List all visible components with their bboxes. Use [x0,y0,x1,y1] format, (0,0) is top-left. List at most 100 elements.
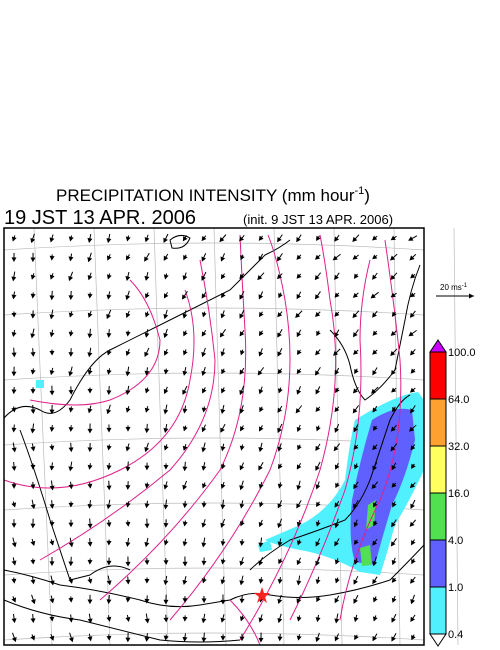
wind-arrow-head [372,330,378,336]
wind-arrow-head [49,255,55,261]
wind-arrow-head [334,311,340,317]
wind-arrow-head [163,274,169,280]
wind-arrow-head [68,466,74,472]
wind-arrow-head [332,255,338,261]
wind-arrow-head [334,559,340,565]
wind-arrow-head [30,313,36,319]
wind-arrow-head [30,293,36,299]
wind-arrow-head [258,330,264,337]
title-text: PRECIPITATION INTENSITY (mm hour [56,186,355,205]
wind-arrow-head [334,597,340,604]
wind-arrow-head [87,447,93,453]
wind-arrow-head [182,350,188,356]
wind-arrow-head [391,311,397,317]
wind-arrow-head [144,503,150,509]
wind-arrow-head [334,292,340,298]
wind-arrow-head [106,333,112,338]
grid-line [93,227,111,646]
wind-arrow-head [106,238,112,244]
wind-arrow-head [219,332,225,338]
wind-arrow-head [125,616,131,622]
wind-arrow-head [239,313,244,319]
wind-arrow-head [87,464,93,470]
wind-arrow-head [373,597,378,603]
wind-arrow-head [220,504,226,510]
wind-arrow-head [163,540,169,546]
wind-arrow-head [106,485,112,491]
wind-arrow-head [11,597,17,603]
wind-arrow-head [296,389,302,395]
wind-arrow-head [315,406,321,412]
wind-arrow-head [144,637,150,642]
wind-arrow-head [163,313,169,320]
wind-arrow-head [334,427,340,433]
wind-arrow-head [239,274,245,280]
wind-arrow-head [49,427,55,432]
wind-arrow-head [315,426,321,432]
wind-arrow-head [392,502,397,508]
colorbar-label: 4.0 [448,535,463,547]
wind-arrow-head [125,597,131,603]
wind-arrow-head [144,407,150,413]
wind-arrow-head [49,445,55,451]
wind-arrow-head [182,636,188,642]
wind-arrow-head [391,636,396,642]
wind-arrow-head [258,294,264,300]
wind-arrow-head [258,311,264,318]
wind-arrow-head [30,389,36,394]
grid-line [273,227,285,646]
wind-arrow-head [106,465,112,471]
wind-arrow-head [201,351,207,358]
wind-arrow-head [87,636,93,642]
colorbar-cap [429,633,447,647]
wind-arrow-head [277,388,283,394]
wind-arrow-head [333,446,339,452]
wind-arrow-head [334,618,340,624]
wind-arrow-head [68,522,74,528]
wind-arrow-head [125,502,131,508]
wind-arrow-head [49,540,55,546]
wind-arrow-head [409,521,415,527]
wind-scale-label: 20 ms-1 [440,283,468,292]
wind-arrow-head [259,406,264,413]
wind-arrow-head [30,599,36,605]
wind-arrow-head [220,313,226,319]
wind-arrow-head [296,368,302,375]
wind-arrow-head [220,427,225,433]
wind-arrow-head [296,559,302,566]
wind-arrow-head [409,483,415,489]
wind-arrow-head [390,446,396,452]
wind-arrow-head [352,312,358,319]
wind-arrow-head [49,314,55,320]
wind-arrow-head [163,617,169,623]
wind-arrow-head [182,561,188,567]
wind-arrow-head [372,465,377,471]
wind-arrow-head [372,349,378,355]
wind-arrow-head [87,388,93,394]
wind-arrow-head [316,235,321,241]
wind-arrow-head [259,426,264,432]
wind-arrow-head [315,617,321,623]
wind-arrow-head [296,349,302,356]
wind-arrow-head [277,274,283,280]
wind-arrow-head [106,635,112,641]
wind-arrow-head [296,426,302,433]
wind-arrow-head [352,254,358,260]
wind-arrow-head [334,236,340,242]
wind-arrow-head [353,427,359,433]
wind-arrow-head [257,274,263,281]
wind-arrow-head [296,503,301,509]
wind-arrow-head [126,255,131,261]
wind-arrow-head [296,616,302,622]
wind-arrow-head [182,579,188,585]
marker-star [254,587,270,603]
wind-arrow-head [239,560,245,566]
wind-arrow-head [277,427,282,434]
wind-arrow-head [390,255,396,261]
wind-arrow-head [276,256,282,262]
wind-arrow-head [182,445,188,451]
wind-arrow-head [410,463,416,469]
wind-arrow-head [30,333,36,339]
wind-arrow-head [87,559,93,565]
